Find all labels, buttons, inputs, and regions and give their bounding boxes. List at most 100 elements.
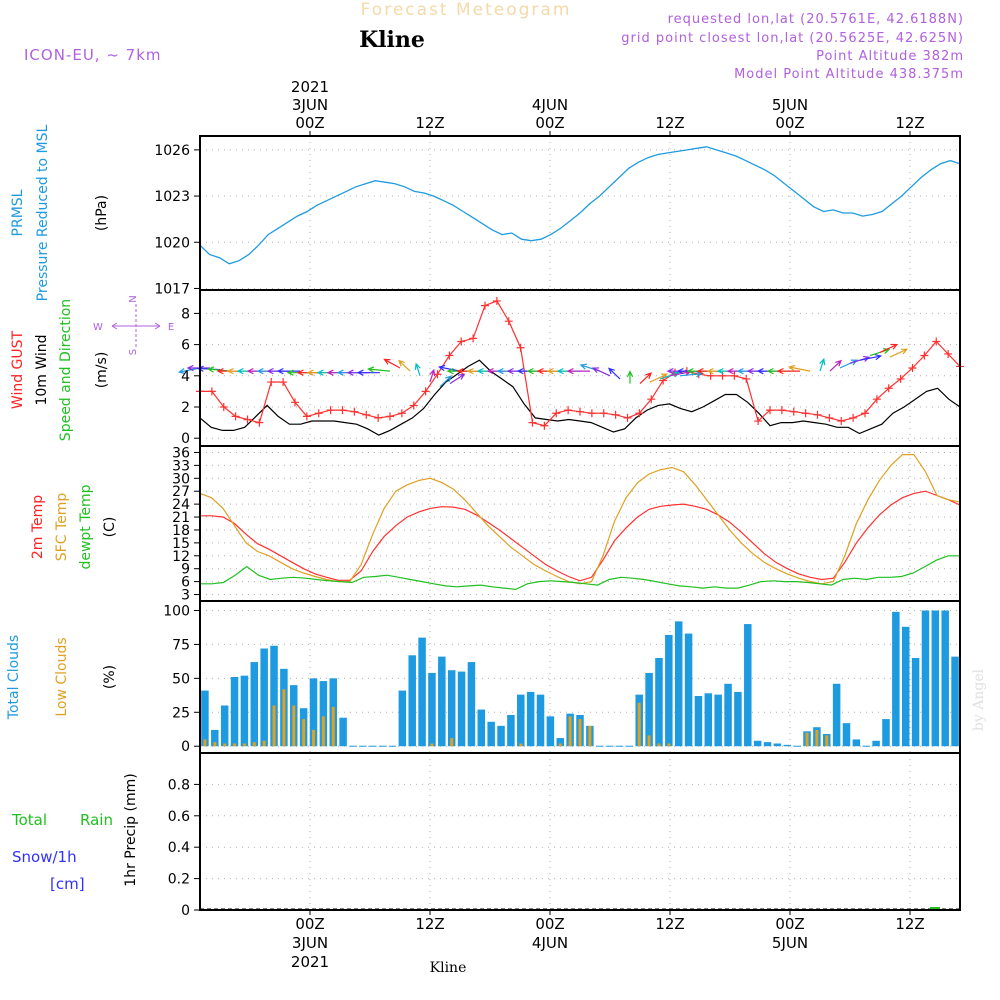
y-tick-label-pressure: 1017 [154,281,190,297]
y-tick-label-temp: 30 [172,471,190,487]
total-cloud-bar [201,690,209,747]
wind-arrow [659,371,681,380]
requested-coords: requested lon,lat (20.5761E, 42.6188N) [668,12,964,27]
gust-marker [576,407,584,416]
total-cloud-bar [882,719,890,747]
gust-marker [564,406,573,415]
total-cloud-bar [872,740,880,747]
total-cloud-bar [240,675,249,747]
bottom-time-tick: 12Z [895,915,924,933]
bottom-date-label: 4JUN [532,934,568,952]
wind-arrow [449,373,466,385]
gust-marker [386,412,394,421]
gust-marker [409,401,418,410]
total-cloud-bar [447,670,456,747]
precip-total-label: Total [11,811,47,829]
gust-marker [350,407,359,416]
model-label: ICON-EU, ~ 7km [24,46,162,64]
y-tick-label-wind: 0 [181,431,190,447]
clouds-unit: (%) [102,665,118,689]
dewpoint-label: dewpt Temp [78,484,94,569]
total-cloud-bar [832,683,841,747]
wind-arrow [439,375,452,388]
compass-west: W [93,322,103,333]
wind-10m-line [199,359,961,436]
wind-arrow [626,370,634,384]
temp-sfc-line [199,454,961,585]
total-cloud-bar [418,637,426,747]
gust-marker [207,387,216,396]
low-cloud-bar [558,743,562,747]
precip-rain-label: Rain [80,811,113,829]
low-cloud-bar [252,742,256,747]
footer-station: Kline [430,960,467,976]
total-cloud-bar [753,740,762,747]
gust-marker [421,387,430,396]
total-cloud-bar [763,742,772,747]
total-cloud-bar [250,662,259,747]
compass-south: S [128,349,139,355]
y-tick-label-temp: 18 [172,523,190,539]
low-cloud-bar [667,743,671,747]
bottom-time-tick: 12Z [655,915,684,933]
wind-arrow [437,364,461,372]
gust-marker [766,406,774,415]
total-cloud-bar [220,705,229,747]
wind-arrow [859,353,883,361]
y-tick-label-clouds: 75 [172,637,190,653]
bottom-time-tick: 00Z [775,915,804,933]
station-name: Kline [359,27,425,53]
wind-unit: (m/s) [94,352,110,389]
gust-marker [801,409,810,418]
bottom-date-label: 5JUN [772,934,808,952]
wind-arrow [869,348,891,357]
total-cloud-bar [645,672,653,747]
gust-marker [528,418,537,427]
gust-marker [837,417,846,426]
compass-east: E [168,322,174,333]
dewpoint-line [200,555,960,591]
total-cloud-bar [556,738,565,747]
gust-marker [754,417,763,426]
wind-arrow [608,367,621,380]
total-cloud-bar [901,626,910,747]
y-tick-label-clouds: 50 [172,671,190,687]
gust-marker [706,371,715,380]
y-tick-label-clouds: 25 [172,705,190,721]
low-cloud-bar [657,743,661,747]
total-clouds-label: Total Clouds [6,635,22,720]
gust-marker [540,421,549,430]
total-cloud-bar [309,678,318,747]
wind-arrow [429,368,436,383]
y-tick-label-clouds: 100 [163,604,190,620]
total-cloud-bar [911,658,920,747]
low-cloud-bar [430,743,434,747]
total-cloud-bar [951,656,959,747]
top-date-label: 4JUN [532,96,568,114]
compass-north: N [128,295,139,302]
low-cloud-bar [262,740,266,747]
precip-snow-label: Snow/1h [12,848,77,866]
total-cloud-bar [734,691,742,747]
y-tick-label-wind: 8 [181,306,190,322]
wind-arrow [849,355,871,364]
total-cloud-bar [546,716,555,747]
pressure-label-short: PRMSL [10,189,26,236]
top-time-tick: 00Z [775,114,804,132]
total-cloud-bar [536,694,545,747]
gust-marker [338,406,347,415]
wind-arrow [639,372,652,385]
precip-unit: 1hr Precip (mm) [123,773,139,886]
gust-marker [397,409,406,418]
total-cloud-bar [507,715,515,747]
gust-marker [469,334,478,343]
total-cloud-bar [931,610,940,747]
low-cloud-bar [292,705,296,747]
temp-2m-line [200,490,961,582]
wind-arrow [679,371,704,378]
y-tick-label-wind: 4 [181,369,190,385]
gust-marker [243,415,252,424]
panel-frame-temp [199,445,961,602]
gust-marker [279,378,288,387]
gust-marker [813,410,822,419]
